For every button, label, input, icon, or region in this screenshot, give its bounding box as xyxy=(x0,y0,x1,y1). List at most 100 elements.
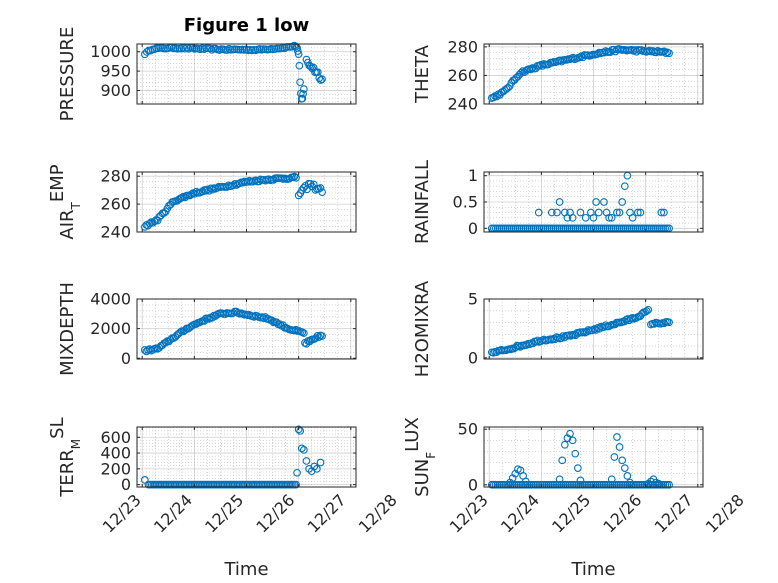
data-point xyxy=(576,208,585,217)
y-tick-label: 0 xyxy=(468,475,478,494)
data-point xyxy=(299,90,307,98)
data-markers xyxy=(140,41,326,103)
x-tick-label: 12/26 xyxy=(252,490,298,536)
data-point xyxy=(296,78,304,87)
data-point xyxy=(300,85,308,93)
data-point xyxy=(547,208,556,217)
data-point xyxy=(311,186,320,194)
x-tick-label: 12/23 xyxy=(99,490,145,536)
x-tick-label: 12/26 xyxy=(599,490,645,536)
y-axis-label: SUNFLUX xyxy=(402,417,439,497)
data-point xyxy=(316,76,325,84)
data-markers xyxy=(140,425,325,489)
data-point xyxy=(620,464,629,472)
data-point xyxy=(615,443,624,451)
y-tick-label: 0 xyxy=(121,475,131,494)
y-tick-label: 950 xyxy=(100,62,131,81)
subplot-air_temp: 240 260 280 AIRTEMP xyxy=(47,164,357,242)
y-tick-label: 600 xyxy=(100,428,131,447)
y-tick-label: 200 xyxy=(100,459,131,478)
data-point xyxy=(594,208,603,217)
data-point xyxy=(553,208,561,217)
data-point xyxy=(665,49,673,58)
data-point xyxy=(568,213,577,222)
data-point xyxy=(623,472,632,480)
data-point xyxy=(557,334,566,343)
figure-title: Figure 1 low xyxy=(184,15,309,36)
x-tick-label: 12/28 xyxy=(702,490,748,536)
data-point xyxy=(618,456,627,465)
y-tick-label: 400 xyxy=(100,444,131,463)
data-markers xyxy=(487,305,673,357)
x-tick-label: 12/24 xyxy=(150,490,196,536)
data-point xyxy=(293,468,301,477)
y-axis-label: RAINFALL xyxy=(412,160,433,244)
data-point xyxy=(176,328,185,337)
data-point xyxy=(293,47,302,55)
x-tick-label: 12/28 xyxy=(355,490,401,536)
y-tick-label: 280 xyxy=(100,167,131,186)
y-axis-label: H2OMIXRA xyxy=(412,280,433,377)
subplot-mixdepth: 0 2000 4000 MIXDEPTH xyxy=(57,282,357,376)
subplot-theta: 240 260 280 THETA xyxy=(412,37,704,114)
data-point xyxy=(295,61,304,70)
data-point xyxy=(294,425,303,434)
data-point xyxy=(290,172,299,181)
data-point xyxy=(626,478,634,487)
subplot-sun_flux: 0 50 12/23 12/24 12/25 12/26 12/27 12/28 Time SUN… xyxy=(402,417,748,580)
y-tick-label: 280 xyxy=(447,37,478,56)
data-point xyxy=(660,208,668,217)
data-point xyxy=(610,453,619,461)
data-point xyxy=(208,185,217,194)
data-point xyxy=(292,173,300,182)
data-point xyxy=(647,477,655,486)
data-point xyxy=(555,198,564,206)
subplot-h2omixra: 0 5 H2OMIXRA xyxy=(412,280,704,377)
y-tick-label: 260 xyxy=(100,195,131,214)
y-tick-label: 260 xyxy=(447,66,478,85)
y-tick-label: 0 xyxy=(468,219,478,238)
data-point xyxy=(140,476,149,484)
subplot-rainfall: 0 0.5 1 RAINFALL xyxy=(412,160,704,244)
data-point xyxy=(302,457,311,465)
data-point xyxy=(644,305,653,314)
data-point xyxy=(521,477,530,486)
data-point xyxy=(665,318,673,327)
data-point xyxy=(296,427,305,435)
data-point xyxy=(592,198,600,206)
data-point xyxy=(292,42,300,51)
x-axis-label: Time xyxy=(570,559,615,580)
data-point xyxy=(300,329,308,337)
y-tick-label: 1 xyxy=(468,166,478,185)
grid xyxy=(484,172,703,232)
x-tick-label: 12/25 xyxy=(548,490,594,536)
data-point xyxy=(315,333,323,341)
x-tick-label: 12/24 xyxy=(497,490,543,536)
data-point xyxy=(571,449,580,458)
y-axis-label: TERRMSL xyxy=(47,417,84,497)
data-point xyxy=(316,458,325,467)
x-tick-label: 12/25 xyxy=(201,490,247,536)
data-point xyxy=(275,320,284,328)
data-point xyxy=(291,325,300,334)
y-tick-label: 4000 xyxy=(90,290,131,309)
y-axis-label: MIXDEPTH xyxy=(57,282,78,376)
data-point xyxy=(660,47,669,56)
y-tick-label: 0.5 xyxy=(453,193,478,212)
data-point xyxy=(615,208,624,217)
data-point xyxy=(145,219,154,228)
data-point xyxy=(280,44,289,53)
data-point xyxy=(589,213,598,222)
data-point xyxy=(527,65,535,74)
y-tick-label: 240 xyxy=(100,223,131,242)
data-point xyxy=(558,456,567,465)
y-tick-label: 240 xyxy=(447,95,478,114)
data-point xyxy=(206,44,214,53)
data-point xyxy=(620,182,629,191)
data-point xyxy=(642,307,651,315)
x-tick-label: 12/27 xyxy=(651,490,697,536)
data-point xyxy=(607,213,616,222)
data-point xyxy=(665,480,673,489)
data-point xyxy=(560,440,569,449)
